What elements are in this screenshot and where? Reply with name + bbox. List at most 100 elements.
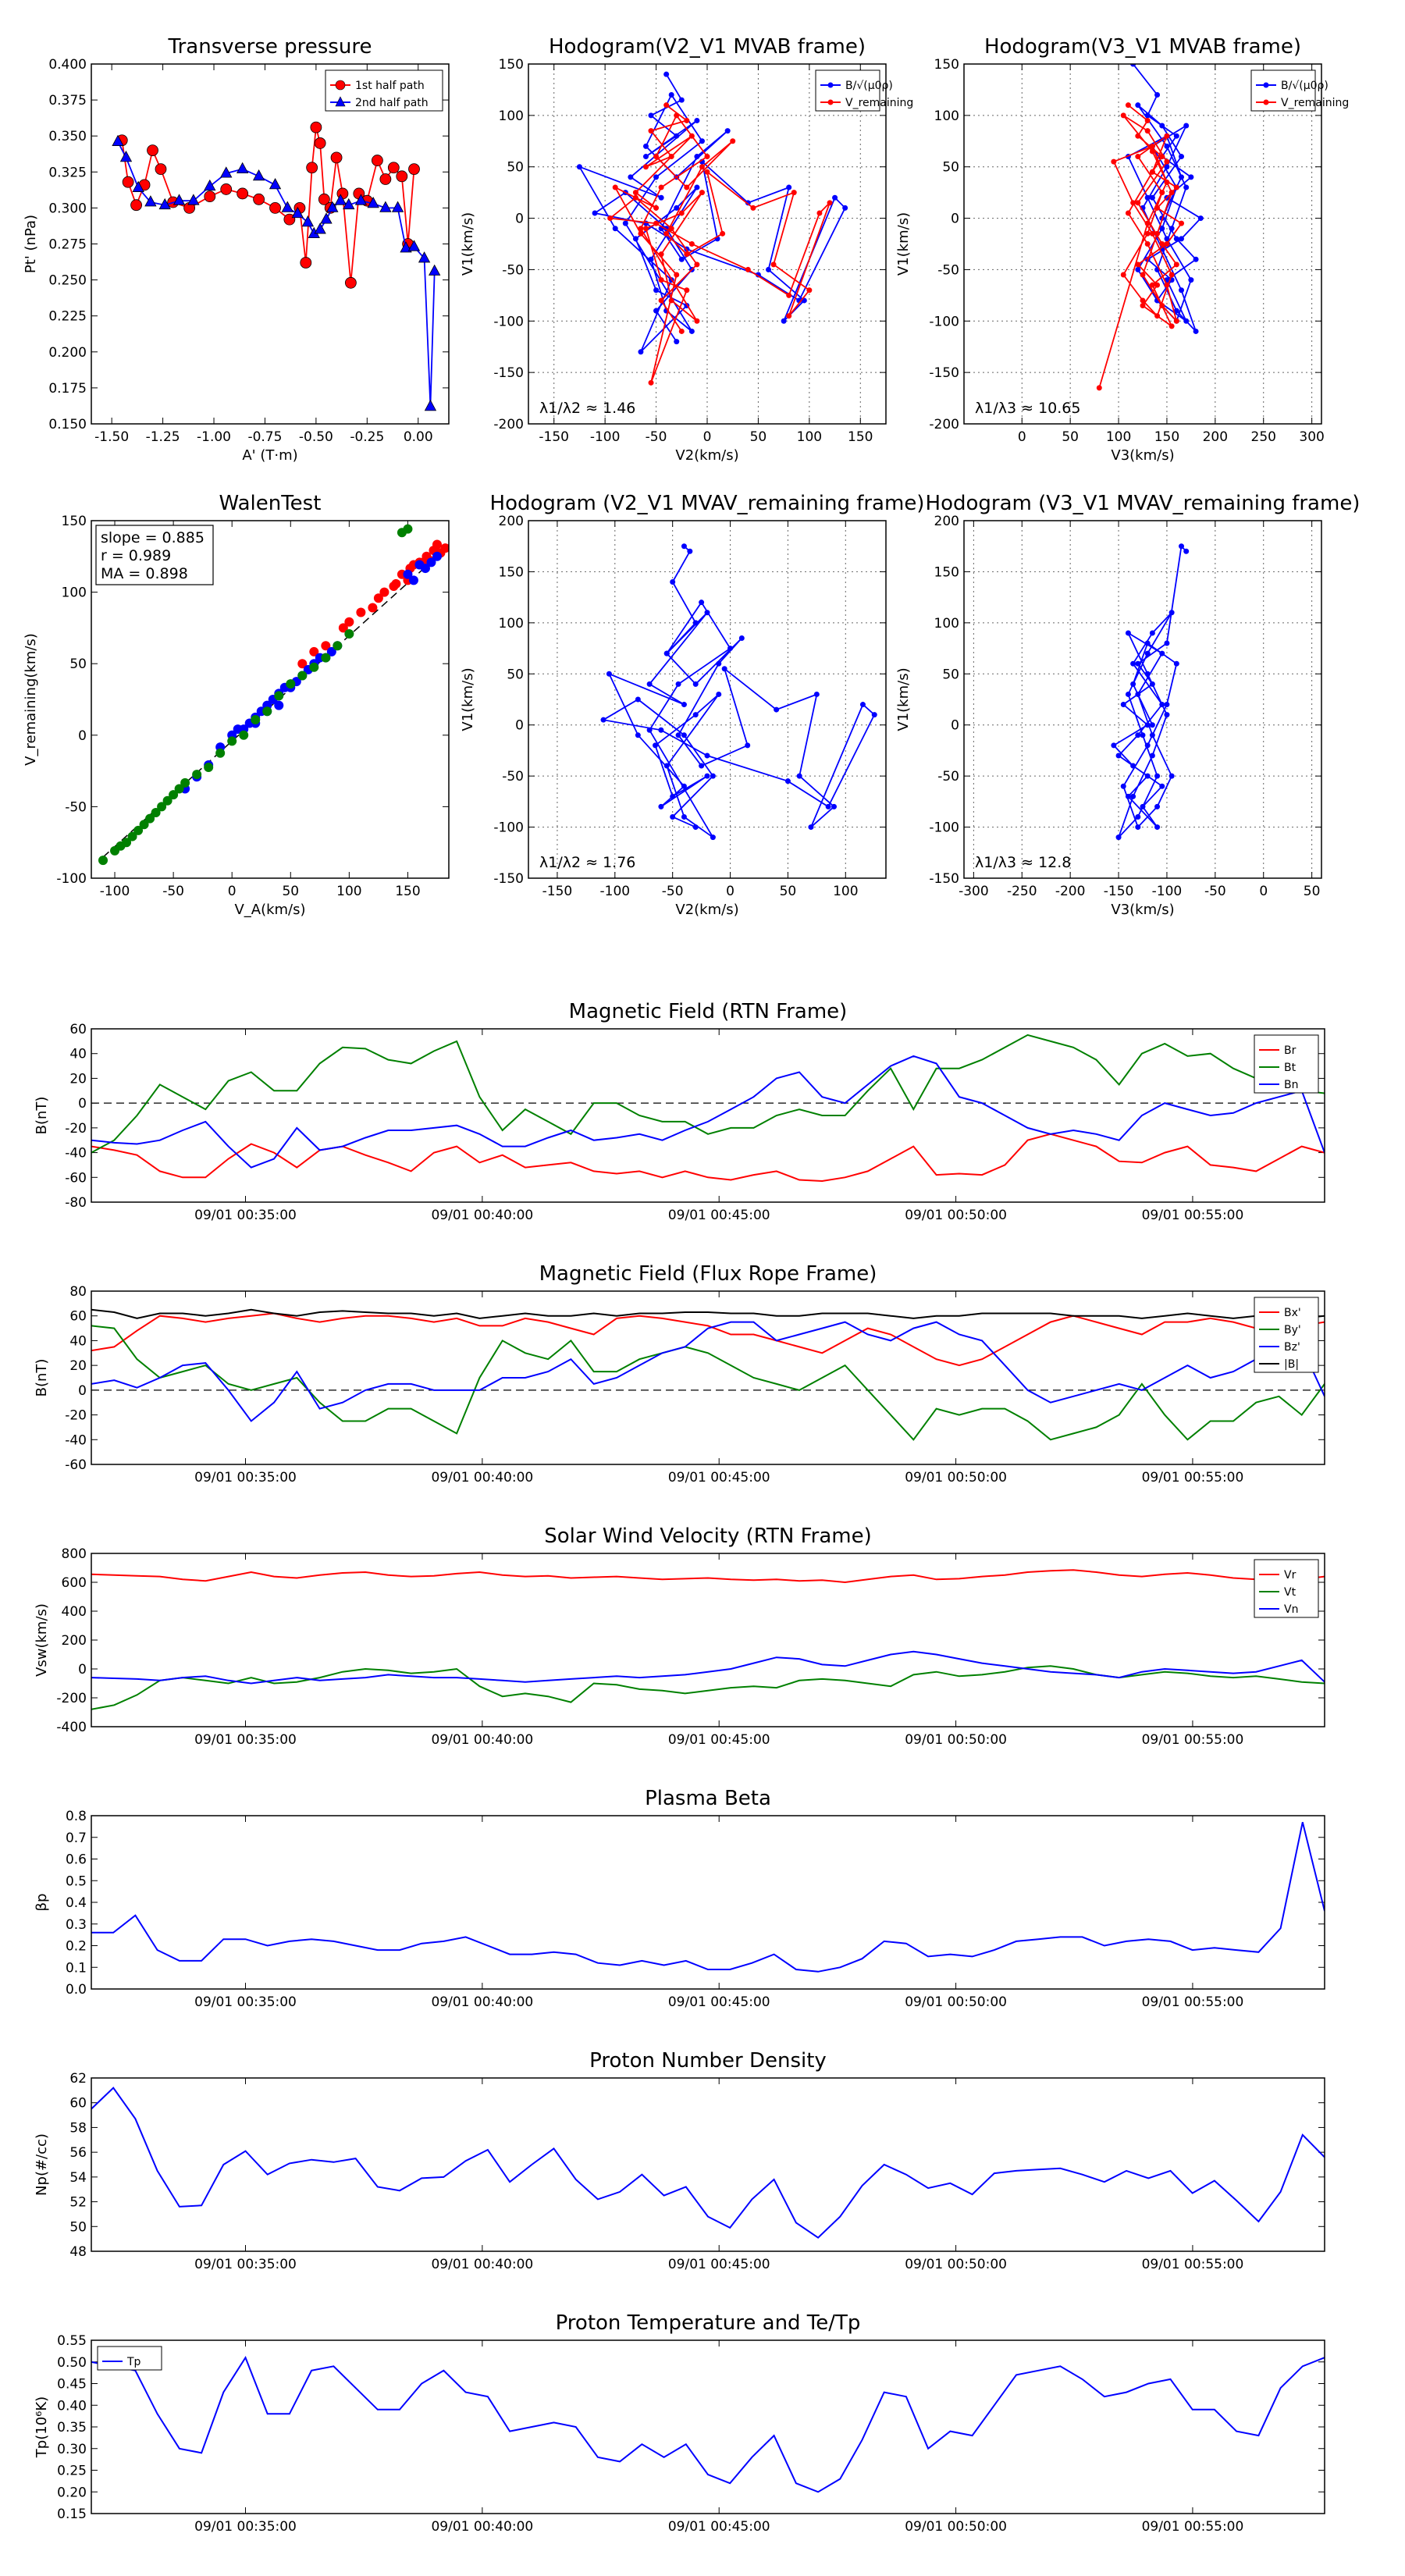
data-point: [1164, 133, 1170, 139]
x-tick-label: 09/01 00:45:00: [668, 2519, 770, 2535]
data-point: [1159, 783, 1165, 789]
data-point: [1159, 303, 1165, 309]
y-tick-label: -20: [65, 1121, 87, 1137]
data-point: [220, 166, 233, 178]
data-point: [162, 795, 173, 806]
legend-frame: [815, 69, 880, 112]
data-point: [658, 277, 664, 283]
x-tick-label: 09/01 00:55:00: [1142, 2257, 1244, 2272]
x-tick-label: 150: [1154, 429, 1179, 445]
data-point: [1173, 660, 1179, 667]
data-point: [1164, 282, 1170, 288]
legend: Vr Vt Vn: [1254, 1559, 1319, 1618]
x-axis-label: V3(km/s): [1111, 902, 1174, 918]
x-tick-label: 09/01 00:50:00: [905, 1732, 1007, 1748]
y-tick-label: -50: [937, 769, 959, 785]
series-1-line: [91, 2087, 1325, 2239]
data-point: [699, 138, 705, 144]
y-tick-label: 0.2: [66, 1939, 87, 1955]
data-point: [274, 691, 284, 701]
y-tick-label: 0.300: [48, 201, 87, 216]
data-point: [694, 184, 700, 190]
data-point: [1144, 640, 1151, 646]
data-point: [354, 194, 368, 205]
data-point: [432, 551, 442, 561]
data-point: [371, 155, 383, 166]
data-point: [1179, 174, 1185, 180]
data-point: [318, 193, 330, 205]
legend-marker: [1263, 82, 1269, 88]
data-point: [1120, 702, 1126, 708]
y-tick-label: 0.175: [48, 381, 87, 397]
data-point: [813, 691, 820, 697]
data-point: [379, 173, 392, 185]
y-tick-label: -40: [65, 1146, 87, 1162]
legend-label: Bx': [1284, 1307, 1301, 1319]
data-point: [1168, 226, 1175, 232]
plot-area: [576, 71, 848, 386]
legend-label: |B|: [1284, 1358, 1299, 1371]
data-point: [1135, 824, 1141, 831]
data-point: [157, 802, 167, 812]
x-tick-label: 09/01 00:55:00: [1142, 1470, 1244, 1485]
x-axis-label: V3(km/s): [1111, 447, 1174, 464]
x-tick-label: 09/01 00:35:00: [194, 2257, 297, 2272]
x-tick-label: 50: [750, 429, 767, 445]
data-point: [786, 292, 792, 298]
data-point: [1149, 143, 1155, 149]
axes-frame: [91, 1290, 1325, 1465]
y-tick-label: 50: [69, 2219, 87, 2235]
x-tick-label: 09/01 00:45:00: [668, 2257, 770, 2272]
data-point: [1130, 200, 1136, 206]
data-point: [1130, 763, 1136, 769]
data-point: [314, 137, 326, 149]
data-point: [132, 180, 144, 192]
y-tick-label: 54: [69, 2170, 87, 2186]
x-tick-label: -200: [1055, 884, 1086, 899]
data-point: [326, 646, 336, 656]
data-point: [1149, 630, 1155, 636]
y-tick-label: 0: [78, 728, 87, 744]
data-point: [859, 702, 866, 708]
y-tick-label: 0.400: [48, 57, 87, 73]
data-point: [1149, 282, 1155, 288]
data-point: [396, 170, 408, 183]
data-point: [379, 587, 389, 597]
data-point: [1154, 92, 1161, 98]
data-point: [1154, 313, 1161, 319]
x-tick-label: 50: [1304, 884, 1321, 899]
legend: B/√(μ0ρ) V_remaining: [815, 69, 913, 112]
chart-title: Hodogram(V3_V1 MVAB frame): [984, 35, 1301, 59]
data-point: [674, 112, 680, 119]
data-point: [635, 696, 641, 703]
data-point: [1140, 272, 1146, 278]
x-tick-label: 09/01 00:50:00: [905, 1470, 1007, 1485]
plot-area: [112, 121, 441, 411]
x-tick-label: 09/01 00:45:00: [668, 1994, 770, 2010]
data-point: [204, 763, 214, 773]
data-point: [1149, 194, 1155, 201]
x-tick-label: -250: [1007, 884, 1037, 899]
chart-hodogram-v3-v1-mvav: Hodogram (V3_V1 MVAV_remaining frame) -15…: [895, 492, 1360, 918]
y-tick-label: 60: [69, 1309, 87, 1325]
data-point: [309, 662, 319, 672]
data-point: [1164, 164, 1170, 170]
y-tick-label: 200: [62, 1633, 87, 1649]
data-point: [130, 199, 142, 212]
data-point: [173, 194, 186, 205]
data-point: [738, 635, 745, 641]
data-point: [796, 773, 802, 779]
data-point: [420, 564, 430, 574]
data-point: [1120, 272, 1126, 278]
data-point: [429, 264, 441, 276]
y-tick-label: 200: [934, 514, 959, 529]
data-point: [658, 727, 664, 733]
data-point: [204, 179, 216, 191]
data-point: [1183, 318, 1190, 324]
data-point: [239, 730, 249, 740]
data-point: [670, 579, 676, 585]
legend-frame: [325, 69, 443, 112]
data-point: [252, 169, 265, 181]
y-tick-label: 0.200: [48, 345, 87, 361]
y-tick-label: 0: [515, 718, 524, 734]
